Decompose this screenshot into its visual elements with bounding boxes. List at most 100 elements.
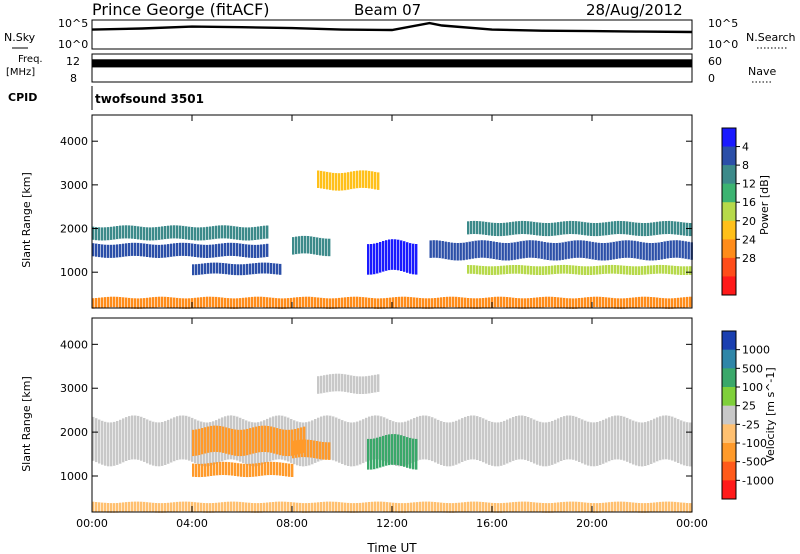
velocity-cell (260, 503, 263, 513)
velocity-cell (143, 418, 146, 462)
station-title: Prince George (fitACF) (92, 0, 270, 19)
power-cell (479, 221, 482, 235)
velocity-cell (273, 427, 276, 454)
velocity-cell (264, 425, 267, 452)
power-cell (683, 297, 686, 308)
power-cell (470, 298, 473, 309)
velocity-cell (446, 422, 449, 467)
power-cell (653, 222, 656, 236)
velocity-cell (107, 422, 110, 467)
velocity-cell (104, 421, 107, 466)
velocity-cell (389, 502, 392, 513)
power-cell (473, 220, 476, 234)
velocity-cell (284, 501, 287, 512)
velocity-cell (497, 422, 500, 467)
power-cell (261, 262, 264, 274)
power-cell (674, 298, 677, 309)
velocity-cell (440, 502, 443, 513)
velocity-cell (539, 421, 542, 466)
velocity-colorbar-tick-label: -100 (742, 437, 767, 450)
power-cell (266, 225, 269, 239)
velocity-cell (344, 374, 347, 392)
power-cell (452, 296, 455, 308)
velocity-cell (285, 429, 288, 457)
velocity-cell (110, 503, 113, 513)
power-cell (563, 297, 566, 309)
power-cell (221, 243, 224, 257)
velocity-cell (200, 502, 203, 513)
velocity-cell (293, 502, 296, 513)
velocity-cell (216, 462, 219, 476)
power-cell (182, 298, 185, 309)
velocity-cell (683, 421, 686, 466)
velocity-cell (554, 419, 557, 464)
power-cell (455, 296, 458, 308)
power-cell (654, 242, 657, 261)
velocity-cell (158, 422, 161, 467)
power-cell (578, 266, 581, 275)
power-cell (293, 297, 296, 308)
velocity-cell (240, 429, 243, 457)
velocity-cell (119, 502, 122, 513)
velocity-cell (296, 502, 299, 513)
velocity-cell (209, 503, 212, 513)
power-cell (302, 296, 305, 308)
velocity-cell (152, 421, 155, 466)
velocity-cell (146, 419, 149, 464)
power-cell (197, 227, 200, 241)
velocity-cell (353, 503, 356, 513)
velocity-cell (285, 463, 288, 477)
velocity-cell (452, 421, 455, 466)
power-cell (632, 222, 635, 236)
power-cell (246, 263, 249, 275)
power-cell (543, 242, 546, 260)
velocity-cell (131, 415, 134, 460)
power-cell (462, 242, 465, 261)
velocity-cell (326, 501, 329, 512)
velocity-cell (242, 502, 245, 512)
velocity-cell (403, 436, 406, 467)
power-cell (233, 298, 236, 309)
power-cell (95, 298, 98, 309)
power-cell (425, 298, 428, 309)
power-cell (203, 244, 206, 258)
freq-label-line2: [MHz] (6, 67, 35, 78)
power-cell (518, 298, 521, 309)
power-cell (629, 221, 632, 235)
power-cell (182, 242, 185, 256)
power-cell (518, 265, 521, 274)
velocity-cell (584, 420, 587, 465)
power-cell (116, 296, 119, 308)
power-cell (605, 222, 608, 236)
power-cell (581, 266, 584, 275)
velocity-cell (437, 419, 440, 464)
velocity-cell (230, 501, 233, 512)
power-cell (273, 263, 276, 275)
velocity-cell (659, 501, 662, 512)
power-cell (608, 221, 611, 235)
velocity-cell (290, 502, 293, 512)
power-cell (632, 266, 635, 275)
power-cell (552, 243, 555, 261)
velocity-cell (599, 503, 602, 513)
noise-right-tick-top: 10^5 (708, 17, 738, 30)
power-cell (236, 226, 239, 240)
velocity-cell (539, 502, 542, 513)
velocity-cell (113, 503, 116, 513)
velocity-cell (248, 502, 251, 513)
velocity-cell (497, 503, 500, 513)
power-cell (398, 296, 401, 308)
velocity-cell (254, 503, 257, 513)
velocity-cell (207, 426, 210, 453)
power-cell (660, 242, 663, 260)
power-cell (686, 266, 689, 275)
power-cell (621, 240, 624, 258)
power-cell (500, 265, 503, 275)
velocity-cell (557, 502, 560, 513)
velocity-cell (500, 421, 503, 466)
velocity-cell (611, 416, 614, 461)
power-cell (624, 240, 627, 258)
power-cell (275, 298, 278, 309)
velocity-cell (620, 415, 623, 460)
velocity-cell (521, 415, 524, 460)
